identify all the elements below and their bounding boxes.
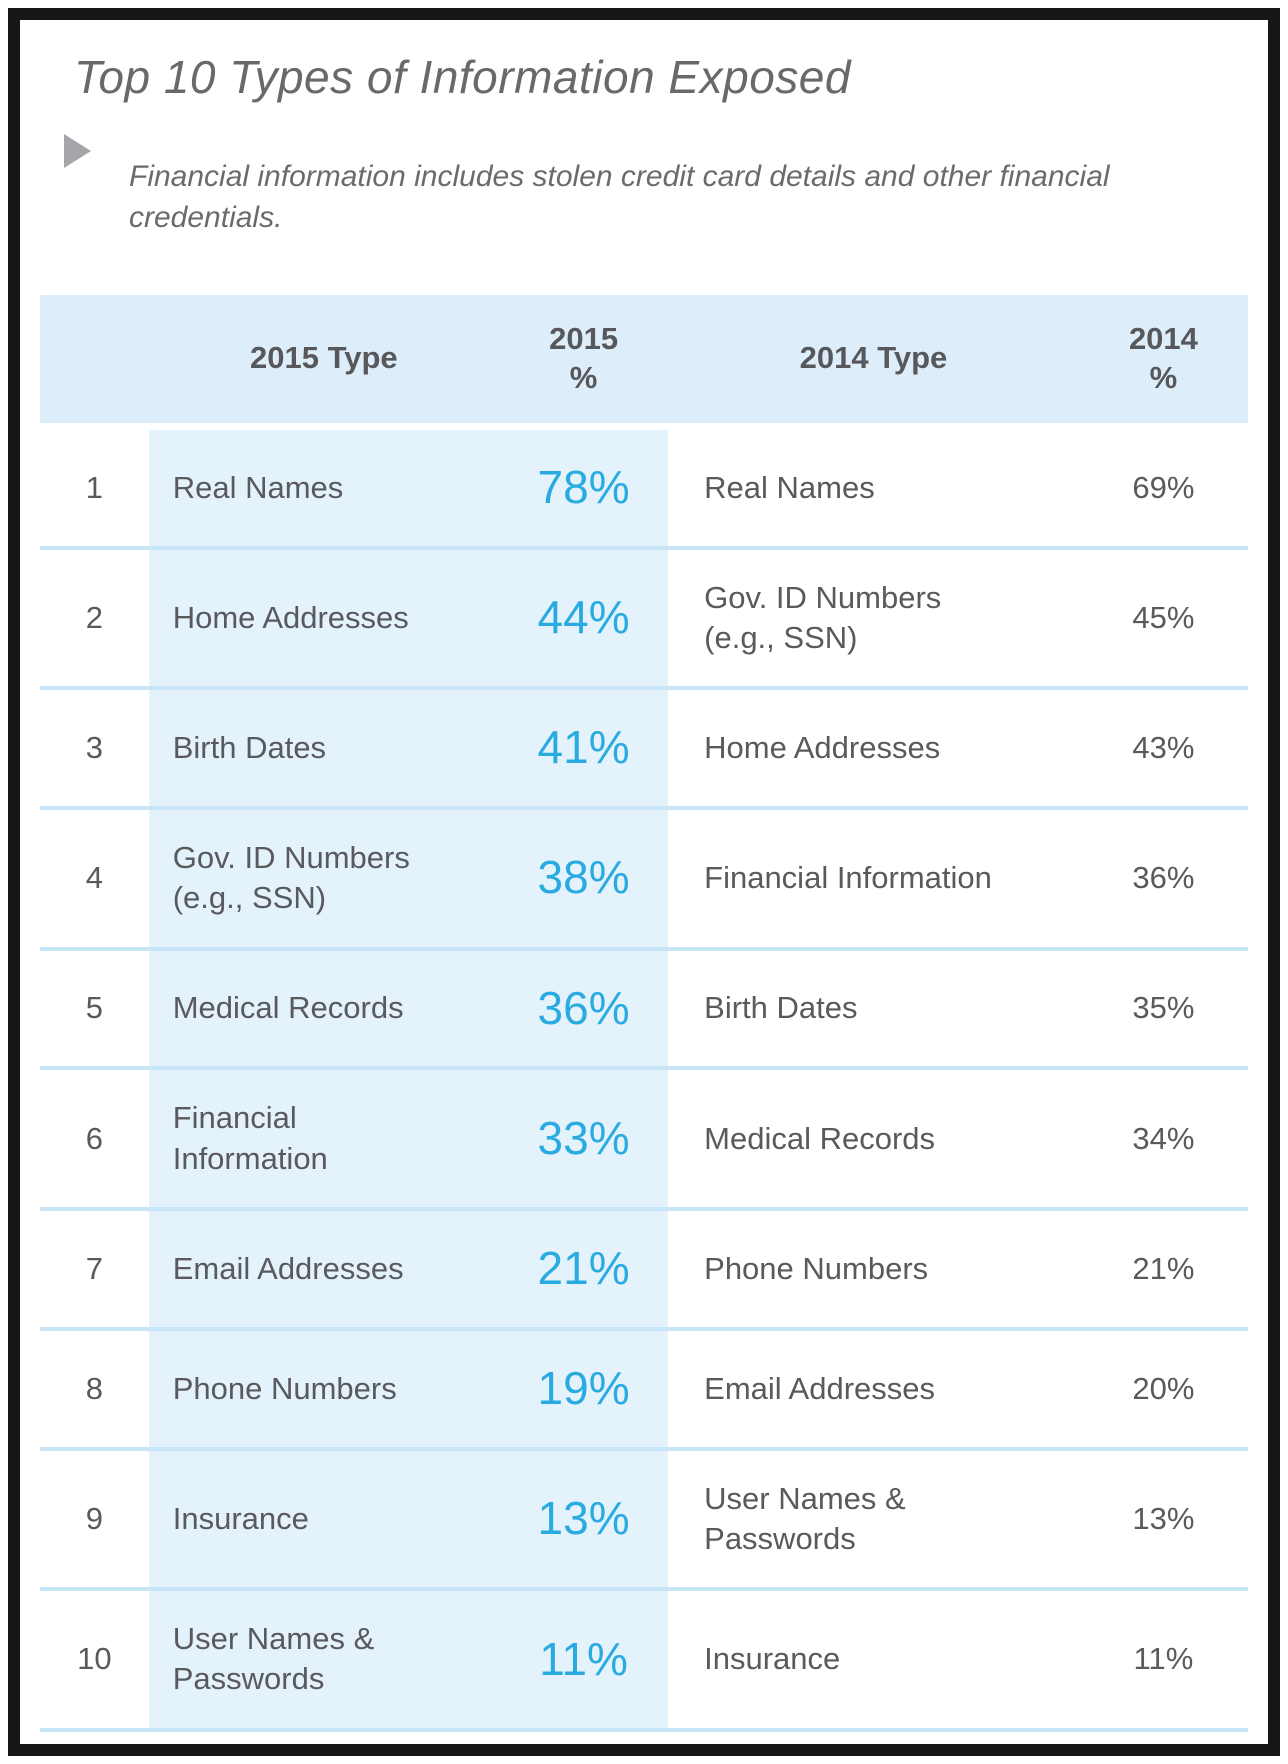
pct-2015-cell: 19% [499, 1328, 669, 1451]
header-2014-pct: 2014 % [1078, 294, 1248, 423]
type-2015-cell: Home Addresses [148, 547, 500, 691]
header-rank [40, 294, 149, 423]
table-row: 5 Medical Records 36% Birth Dates 35% [40, 948, 1248, 1071]
pct-2014-cell: 11% [1078, 1589, 1248, 1732]
type-2014-cell: Gov. ID Numbers (e.g., SSN) [668, 547, 1079, 691]
table-row: 4 Gov. ID Numbers (e.g., SSN) 38% Financ… [40, 807, 1248, 951]
type-2015-cell: Phone Numbers [148, 1328, 500, 1451]
type-2014-cell: Phone Numbers [668, 1208, 1079, 1331]
pct-2014-cell: 36% [1078, 807, 1248, 951]
table-row: 9 Insurance 13% User Names & Passwords 1… [40, 1448, 1248, 1592]
type-2015-cell: Gov. ID Numbers (e.g., SSN) [148, 807, 500, 951]
pct-2015-cell: 38% [499, 807, 669, 951]
triangle-right-icon [64, 134, 91, 168]
type-2015-cell: Real Names [148, 429, 500, 550]
rank-cell: 7 [40, 1208, 149, 1331]
type-2015-cell: Financial Information [148, 1068, 500, 1211]
pct-2014-cell: 20% [1078, 1328, 1248, 1451]
pct-2015-cell: 41% [499, 688, 669, 810]
type-2014-cell: Medical Records [668, 1068, 1079, 1211]
pct-2015-cell: 44% [499, 547, 669, 691]
type-2014-cell: Financial Information [668, 807, 1079, 951]
type-2014-cell: Birth Dates [668, 948, 1079, 1071]
type-2015-cell: Birth Dates [148, 688, 500, 810]
rank-cell: 4 [40, 807, 149, 951]
pct-2014-cell: 13% [1078, 1448, 1248, 1592]
header-spacer [40, 422, 1248, 430]
rank-cell: 9 [40, 1448, 149, 1592]
rank-cell: 8 [40, 1328, 149, 1451]
table-row: 6 Financial Information 33% Medical Reco… [40, 1068, 1248, 1211]
pct-2014-cell: 43% [1078, 688, 1248, 810]
pct-2015-cell: 13% [499, 1448, 669, 1592]
rank-cell: 3 [40, 688, 149, 810]
pct-2015-cell: 78% [499, 429, 669, 550]
type-2014-cell: Email Addresses [668, 1328, 1079, 1451]
table-header: 2015 Type 2015 % 2014 Type 2014 % [40, 294, 1248, 423]
type-2014-cell: Home Addresses [668, 688, 1079, 810]
top10-table: 2015 Type 2015 % 2014 Type 2014 % 1 Real… [40, 294, 1248, 1732]
type-2015-cell: Insurance [148, 1448, 500, 1592]
type-2014-cell: Real Names [668, 429, 1079, 550]
rank-cell: 5 [40, 948, 149, 1071]
figure-note: Financial information includes stolen cr… [129, 160, 1110, 235]
header-2015-pct: 2015 % [499, 294, 669, 423]
pct-2014-cell: 21% [1078, 1208, 1248, 1331]
table-body: 1 Real Names 78% Real Names 69% 2 Home A… [40, 422, 1248, 1732]
table-row: 3 Birth Dates 41% Home Addresses 43% [40, 688, 1248, 810]
pct-2014-cell: 45% [1078, 547, 1248, 691]
figure-border: Top 10 Types of Information Exposed Fina… [8, 8, 1280, 1756]
pct-2014-cell: 69% [1078, 429, 1248, 550]
rank-cell: 10 [40, 1589, 149, 1732]
rank-cell: 1 [40, 429, 149, 550]
type-2015-cell: User Names & Passwords [148, 1589, 500, 1732]
table-row: 10 User Names & Passwords 11% Insurance … [40, 1589, 1248, 1732]
pct-2015-cell: 36% [499, 948, 669, 1071]
rank-cell: 6 [40, 1068, 149, 1211]
type-2014-cell: Insurance [668, 1589, 1079, 1732]
type-2015-cell: Email Addresses [148, 1208, 500, 1331]
table-row: 2 Home Addresses 44% Gov. ID Numbers (e.… [40, 547, 1248, 691]
figure-title: Top 10 Types of Information Exposed [74, 51, 851, 103]
type-2015-cell: Medical Records [148, 948, 500, 1071]
rank-cell: 2 [40, 547, 149, 691]
figure-note-row: Financial information includes stolen cr… [64, 126, 1218, 269]
table-row: 8 Phone Numbers 19% Email Addresses 20% [40, 1328, 1248, 1451]
pct-2014-cell: 35% [1078, 948, 1248, 1071]
pct-2015-cell: 33% [499, 1068, 669, 1211]
pct-2015-cell: 11% [499, 1589, 669, 1732]
table-row: 7 Email Addresses 21% Phone Numbers 21% [40, 1208, 1248, 1331]
pct-2014-cell: 34% [1078, 1068, 1248, 1211]
type-2014-cell: User Names & Passwords [668, 1448, 1079, 1592]
header-2015-type: 2015 Type [148, 294, 500, 423]
table-row: 1 Real Names 78% Real Names 69% [40, 429, 1248, 550]
pct-2015-cell: 21% [499, 1208, 669, 1331]
header-2014-type: 2014 Type [668, 294, 1079, 423]
